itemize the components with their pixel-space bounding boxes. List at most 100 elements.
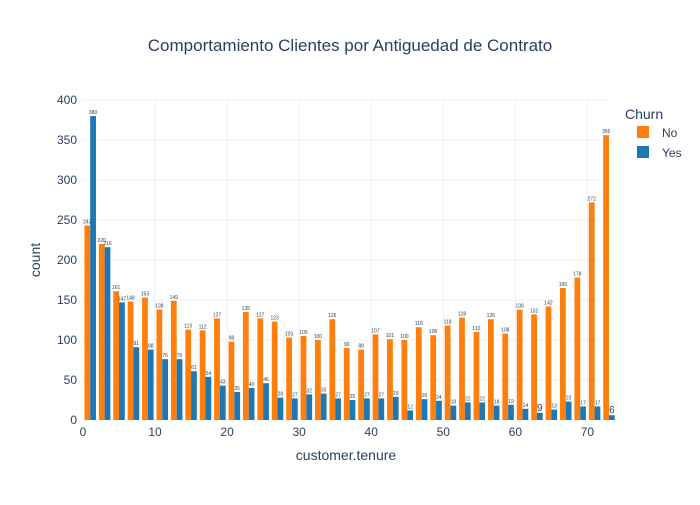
bar-yes[interactable] xyxy=(407,410,414,420)
bar-label-yes: 25 xyxy=(350,394,356,400)
bar-no[interactable] xyxy=(343,348,350,420)
bar-no[interactable] xyxy=(242,312,249,420)
bar-no[interactable] xyxy=(516,309,523,420)
bar-yes[interactable] xyxy=(536,412,543,420)
bar-yes[interactable] xyxy=(205,376,212,420)
bar-no[interactable] xyxy=(387,339,393,420)
y-axis-title: count xyxy=(27,243,43,277)
y-axis-ticks: 0 50 100 150 200 250 300 350 400 xyxy=(57,93,77,427)
bar-yes[interactable] xyxy=(263,383,269,420)
x-tick-label: 20 xyxy=(220,425,234,439)
bar-no[interactable] xyxy=(444,325,451,420)
bar-yes[interactable] xyxy=(436,400,442,420)
bar-label-yes: 91 xyxy=(134,341,140,347)
y-tick-label: 0 xyxy=(70,413,77,427)
bar-yes[interactable] xyxy=(493,405,500,420)
bar-no[interactable] xyxy=(459,317,465,420)
bar-no[interactable] xyxy=(127,301,134,420)
bar-no[interactable] xyxy=(430,335,437,420)
bar-no[interactable] xyxy=(473,332,480,420)
legend-item-yes[interactable]: Yes xyxy=(637,146,682,160)
bar-no[interactable] xyxy=(415,327,422,420)
bar-yes[interactable] xyxy=(191,371,197,420)
bar-label-no: 161 xyxy=(112,285,121,291)
bar-yes[interactable] xyxy=(90,116,96,420)
bar-no[interactable] xyxy=(98,244,105,420)
bar-label-no: 148 xyxy=(126,296,135,302)
y-tick-label: 100 xyxy=(57,333,77,347)
bar-yes[interactable] xyxy=(162,359,169,420)
bar-yes[interactable] xyxy=(580,406,586,420)
bar-yes[interactable] xyxy=(176,359,183,420)
bar-no[interactable] xyxy=(228,341,235,420)
bar-yes[interactable] xyxy=(522,408,529,420)
bar-no[interactable] xyxy=(170,300,177,420)
bar-no[interactable] xyxy=(84,225,91,420)
bar-label-yes: 13 xyxy=(551,404,557,410)
bar-yes[interactable] xyxy=(335,398,341,420)
bar-no[interactable] xyxy=(185,329,192,420)
bar-yes[interactable] xyxy=(320,393,327,420)
bar-no[interactable] xyxy=(300,336,307,420)
bar-no[interactable] xyxy=(156,309,163,420)
bar-no[interactable] xyxy=(574,277,581,420)
bar-yes[interactable] xyxy=(609,415,615,420)
bar-no[interactable] xyxy=(286,337,292,420)
bar-no[interactable] xyxy=(142,297,148,420)
bar-label-no: 138 xyxy=(515,304,524,310)
bar-yes[interactable] xyxy=(104,247,111,420)
bar-label-no: 108 xyxy=(501,328,510,334)
bar-no[interactable] xyxy=(372,334,379,420)
bar-label-no: 98 xyxy=(229,336,235,342)
bar-yes[interactable] xyxy=(421,399,428,420)
bar-yes[interactable] xyxy=(392,396,399,420)
bar-yes[interactable] xyxy=(508,404,514,420)
bar-yes[interactable] xyxy=(565,401,572,420)
y-tick-label: 50 xyxy=(64,373,78,387)
bar-no[interactable] xyxy=(487,319,494,420)
bar-yes[interactable] xyxy=(277,397,284,420)
bar-no[interactable] xyxy=(257,318,264,420)
bar-label-no: 153 xyxy=(141,292,150,298)
bar-yes[interactable] xyxy=(147,349,154,420)
bar-yes[interactable] xyxy=(306,394,313,420)
bar-label-no: 88 xyxy=(358,344,364,350)
bar-yes[interactable] xyxy=(248,388,255,420)
bar-yes[interactable] xyxy=(133,347,140,420)
y-tick-label: 150 xyxy=(57,293,77,307)
bar-yes[interactable] xyxy=(349,400,356,420)
bar-label-no: 107 xyxy=(371,328,380,334)
bar-yes[interactable] xyxy=(551,409,558,420)
bar-yes[interactable] xyxy=(378,398,385,420)
bar-yes[interactable] xyxy=(464,402,471,420)
bar-yes[interactable] xyxy=(450,405,457,420)
bar-no[interactable] xyxy=(315,340,321,420)
bar-no[interactable] xyxy=(113,291,120,420)
bar-no[interactable] xyxy=(545,306,552,420)
bar-label-no: 149 xyxy=(170,295,179,301)
bar-yes[interactable] xyxy=(119,302,125,420)
bar-yes[interactable] xyxy=(594,406,601,420)
bar-yes[interactable] xyxy=(364,398,370,420)
bar-label-yes: 35 xyxy=(234,386,240,392)
legend-swatch-no xyxy=(637,126,649,138)
bar-no[interactable] xyxy=(271,321,278,420)
bar-label-yes: 17 xyxy=(580,400,586,406)
bar-no[interactable] xyxy=(588,202,595,420)
legend-item-no[interactable]: No xyxy=(637,126,678,140)
bar-no[interactable] xyxy=(199,330,206,420)
bar-no[interactable] xyxy=(329,319,336,420)
bar-no[interactable] xyxy=(502,333,509,420)
bar-yes[interactable] xyxy=(291,398,298,420)
bar-no[interactable] xyxy=(214,318,220,420)
bar-no[interactable] xyxy=(603,135,609,420)
bar-yes[interactable] xyxy=(219,385,226,420)
bar-no[interactable] xyxy=(560,288,566,420)
bar-label-no: 135 xyxy=(242,306,251,312)
bar-no[interactable] xyxy=(401,340,408,420)
bar-yes[interactable] xyxy=(479,402,486,420)
bar-no[interactable] xyxy=(531,314,537,420)
bar-no[interactable] xyxy=(358,349,365,420)
bar-yes[interactable] xyxy=(234,392,241,420)
